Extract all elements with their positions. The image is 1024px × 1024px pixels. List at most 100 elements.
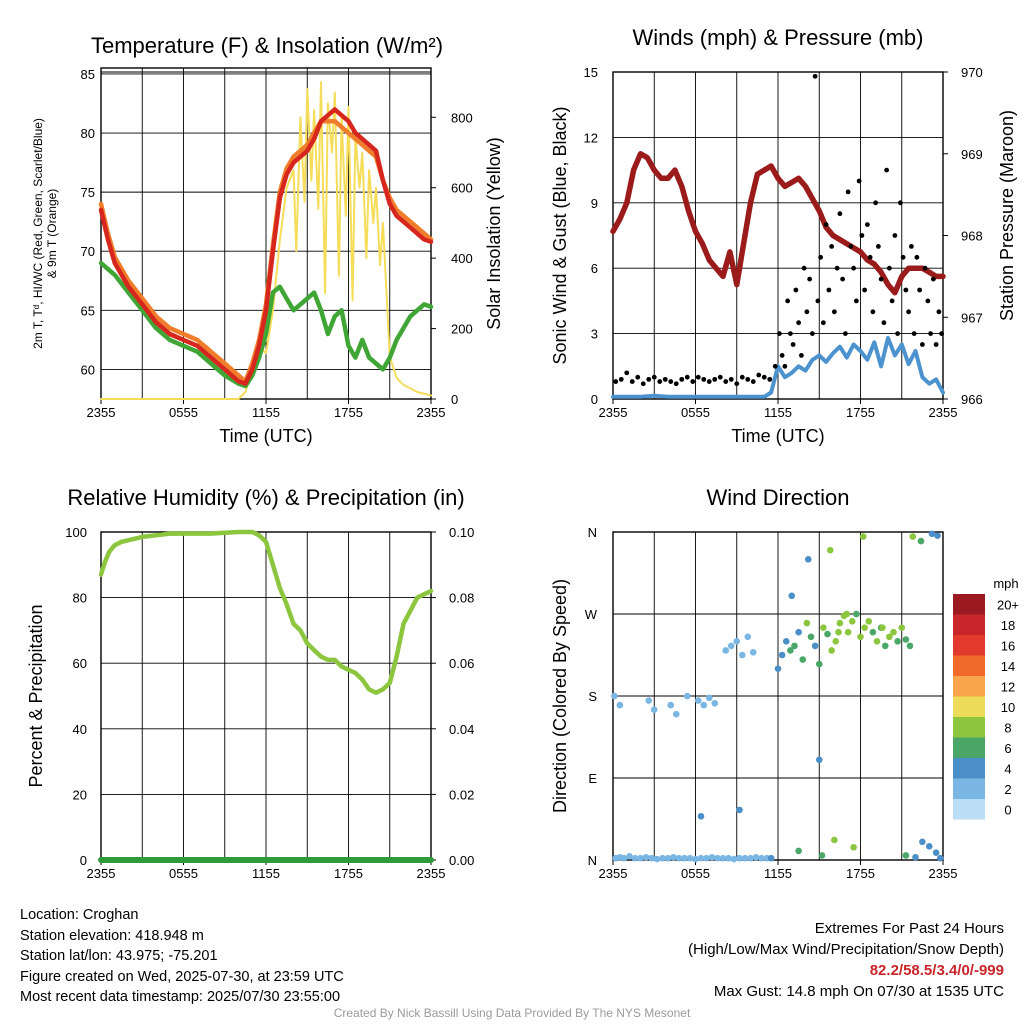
colorbar-label: 4 xyxy=(1004,761,1011,776)
gust-point xyxy=(761,374,767,380)
direction-point xyxy=(932,849,940,857)
x-tick-label: 1155 xyxy=(764,866,792,881)
colorbar-label: 0 xyxy=(1004,802,1011,817)
gust-point xyxy=(859,233,865,238)
gust-point xyxy=(701,376,707,382)
colorbar-swatch xyxy=(953,655,985,676)
direction-point xyxy=(659,854,666,862)
colorbar-swatch xyxy=(953,696,985,717)
gust-point xyxy=(867,254,873,260)
direction-point xyxy=(826,546,834,554)
colorbar-swatch xyxy=(953,778,985,799)
y-tick-label: 9 xyxy=(591,196,598,211)
gust-point xyxy=(914,254,920,260)
temperature-chart: 2355 0555 1155 1755 2355 Time (UTC) 60 65 70 75 80… xyxy=(31,67,504,446)
direction-point xyxy=(828,647,835,654)
direction-point xyxy=(694,697,702,704)
gust-point xyxy=(820,320,826,326)
direction-point xyxy=(686,854,694,862)
gust-point xyxy=(673,381,679,387)
gust-point xyxy=(908,244,914,249)
y-tick-label: 12 xyxy=(584,130,598,145)
gust-point xyxy=(728,376,734,382)
direction-point xyxy=(736,806,743,814)
y2-tick-label: 0 xyxy=(451,392,458,407)
direction-point xyxy=(778,651,786,659)
direction-point xyxy=(894,638,901,645)
direction-point xyxy=(853,610,860,618)
x-tick-label: 1155 xyxy=(252,405,280,420)
gust-point xyxy=(712,376,718,382)
gust-point xyxy=(815,298,821,304)
y-tick-label: 3 xyxy=(591,327,598,342)
gust-point xyxy=(785,298,791,304)
direction-point xyxy=(744,633,752,641)
gust-point xyxy=(646,376,652,382)
y2-tick-label: 970 xyxy=(961,65,983,80)
y2-tick-label: 0.00 xyxy=(449,853,474,868)
direction-point xyxy=(843,610,851,618)
direction-point xyxy=(653,855,661,863)
extremes-heading: Extremes For Past 24 Hours xyxy=(814,920,1004,937)
x-tick-label: 2355 xyxy=(929,866,958,881)
direction-point xyxy=(807,633,815,641)
gust-point xyxy=(917,287,923,293)
direction-point xyxy=(906,642,914,650)
credit-line: Created By Nick Bassill Using Data Provi… xyxy=(333,1006,691,1020)
y-tick-label: 80 xyxy=(81,126,95,141)
direction-point xyxy=(703,854,710,862)
direction-point xyxy=(697,812,705,820)
direction-point xyxy=(857,633,864,641)
gust-point xyxy=(767,376,773,382)
direction-point xyxy=(902,852,910,859)
series-line xyxy=(98,107,434,386)
gust-point xyxy=(812,73,818,79)
colorbar-swatch xyxy=(953,758,985,779)
direction-point xyxy=(820,624,827,631)
direction-point xyxy=(738,651,746,659)
speed-colorbar: mph 20+ 18 16 14 12 10 8 6 4 2 0 xyxy=(953,576,1019,820)
x-tick-label: 1155 xyxy=(252,866,280,881)
direction-point xyxy=(733,638,741,645)
gust-point xyxy=(717,374,723,380)
gust-point xyxy=(884,167,890,173)
colorbar-label: 6 xyxy=(1004,741,1011,756)
rh-panel-title: Relative Humidity (%) & Precipitation (i… xyxy=(67,485,464,510)
humidity-precip-chart: 2355 0555 1155 1755 23550204060801000.000.02… xyxy=(26,525,474,881)
station-elevation: Station elevation: 418.948 m xyxy=(20,927,204,944)
gust-point xyxy=(801,265,807,271)
direction-point xyxy=(667,701,675,709)
gust-point xyxy=(936,309,942,315)
direction-point xyxy=(844,628,852,636)
y-axis-label: Direction (Colored By Speed) xyxy=(550,579,570,813)
direction-point xyxy=(787,647,794,654)
direction-point xyxy=(722,647,730,654)
y-tick-label: W xyxy=(585,607,598,622)
gust-point xyxy=(772,363,778,369)
y2-tick-label: 0.04 xyxy=(449,722,474,737)
y2-tick-label: 968 xyxy=(961,229,983,244)
gust-point xyxy=(695,374,701,380)
colorbar-swatch xyxy=(953,717,985,738)
station-location: Location: Croghan xyxy=(20,907,139,923)
y-tick-label: 80 xyxy=(73,591,87,606)
direction-point xyxy=(886,633,893,641)
direction-point xyxy=(774,665,782,672)
wind-pressure-chart: 2355 0555 1155 1755 2355 Time (UTC) 0 3 6 9 12 15 96… xyxy=(550,65,1017,446)
y-tick-label: 100 xyxy=(65,525,87,540)
gust-point xyxy=(895,331,901,336)
y-tick-label: 60 xyxy=(73,656,87,671)
direction-point xyxy=(637,854,644,862)
colorbar-label: 2 xyxy=(1004,782,1011,797)
direction-point xyxy=(736,854,743,862)
y2-tick-label: 200 xyxy=(451,322,473,337)
gust-point xyxy=(903,287,909,293)
gust-point xyxy=(881,320,887,326)
x-tick-label: 1755 xyxy=(846,866,875,881)
station-latlon: Station lat/lon: 43.975; -75.201 xyxy=(20,948,218,964)
gust-point xyxy=(906,309,912,315)
y2-tick-label: 969 xyxy=(961,147,983,162)
gust-point xyxy=(886,265,892,271)
y-tick-label: 75 xyxy=(81,185,95,200)
colorbar-label: 14 xyxy=(1001,659,1015,674)
